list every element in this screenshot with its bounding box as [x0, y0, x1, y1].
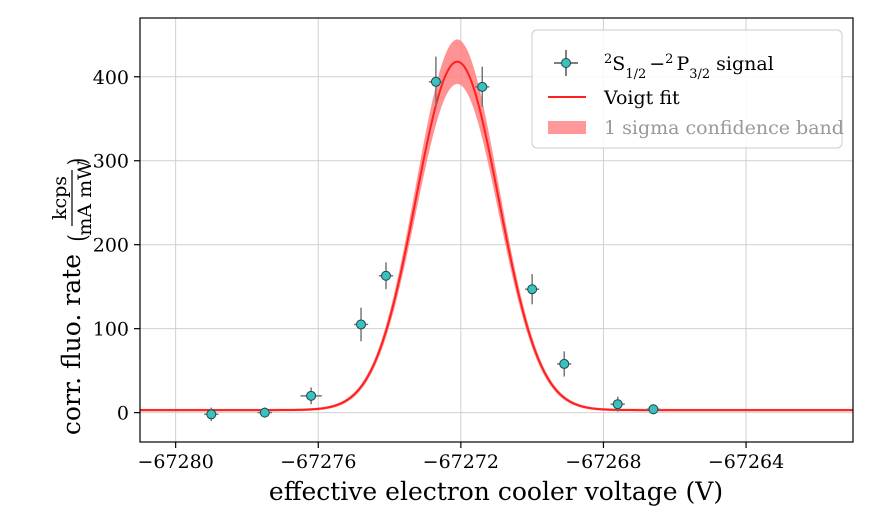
legend-signal-label: 2S1/2 −2 P3/2 signal: [604, 52, 774, 82]
voigt-fit-line: [140, 60, 853, 412]
ticks-layer: [134, 76, 747, 448]
x-axis-label: effective electron cooler voltage (V): [269, 477, 723, 506]
x-tick-label: −67276: [280, 451, 356, 473]
y-tick-label: 100: [93, 319, 129, 341]
data-point: [204, 407, 219, 422]
legend-signal-suffix: signal: [716, 53, 774, 75]
y-tick-label: 200: [93, 235, 129, 257]
y-axis-unit-numerator: kcps: [49, 176, 71, 220]
legend-signal-sup1: 2: [604, 52, 612, 67]
legend-band-swatch: [548, 121, 586, 134]
data-point-marker: [648, 404, 659, 415]
legend-signal-sup2: 2: [665, 52, 673, 67]
data-point: [353, 307, 369, 342]
data-point: [378, 262, 394, 290]
data-point-marker: [527, 284, 538, 295]
legend-signal-sub1: 1/2: [625, 67, 646, 82]
legend: 2S1/2 −2 P3/2 signal Voigt fit 1 sigma conf…: [531, 29, 844, 149]
data-point: [525, 274, 540, 305]
data-point-marker: [380, 270, 391, 281]
data-point: [646, 404, 661, 415]
data-point-marker: [477, 81, 488, 92]
y-tick-label: 300: [93, 151, 129, 173]
legend-signal-marker: [561, 58, 571, 68]
x-tick-label: −67268: [565, 451, 641, 473]
y-axis-paren-close: ): [63, 158, 92, 165]
data-point: [475, 66, 490, 107]
legend-signal-sub2: 3/2: [689, 67, 710, 82]
fit-layer: [140, 60, 853, 412]
legend-signal-main2: P: [676, 53, 689, 75]
legend-entry-signal: 2S1/2 −2 P3/2 signal: [554, 50, 774, 82]
data-points-layer: [204, 56, 661, 422]
y-axis-label-group: corr. fluo. rate ( kcps mA mW ): [49, 158, 96, 435]
y-axis-paren-open: (: [63, 234, 92, 241]
plot-frame: [139, 17, 854, 443]
legend-entry-fit: Voigt fit: [548, 87, 680, 109]
legend-box: [531, 29, 843, 149]
legend-signal-main1: S: [612, 53, 625, 75]
y-axis-label: corr. fluo. rate: [57, 254, 86, 435]
y-axis-unit-denominator: mA mW: [74, 160, 96, 236]
data-point: [257, 407, 272, 418]
data-point: [428, 56, 444, 107]
data-point: [557, 351, 572, 377]
data-point-marker: [430, 76, 441, 87]
data-point: [300, 387, 322, 405]
data-point-marker: [612, 399, 623, 410]
x-tick-label: −67280: [137, 451, 213, 473]
x-tick-label: −67264: [708, 451, 784, 473]
data-point-marker: [356, 319, 367, 330]
legend-signal-sep: −: [649, 53, 665, 75]
legend-band-label: 1 sigma confidence band: [604, 117, 844, 139]
tick-labels-layer: −67280 −67276 −67272 −67268 −67264 0 100 200 300…: [93, 67, 785, 473]
data-point-marker: [559, 358, 570, 369]
legend-fit-label: Voigt fit: [603, 87, 680, 109]
x-tick-label: −67272: [423, 451, 499, 473]
y-tick-label: 400: [93, 67, 129, 89]
y-tick-label: 0: [117, 403, 129, 425]
data-point-marker: [306, 390, 317, 401]
data-point-marker: [206, 409, 217, 420]
data-point-marker: [259, 407, 270, 418]
data-point: [610, 396, 625, 412]
legend-entry-band: 1 sigma confidence band: [548, 117, 844, 139]
